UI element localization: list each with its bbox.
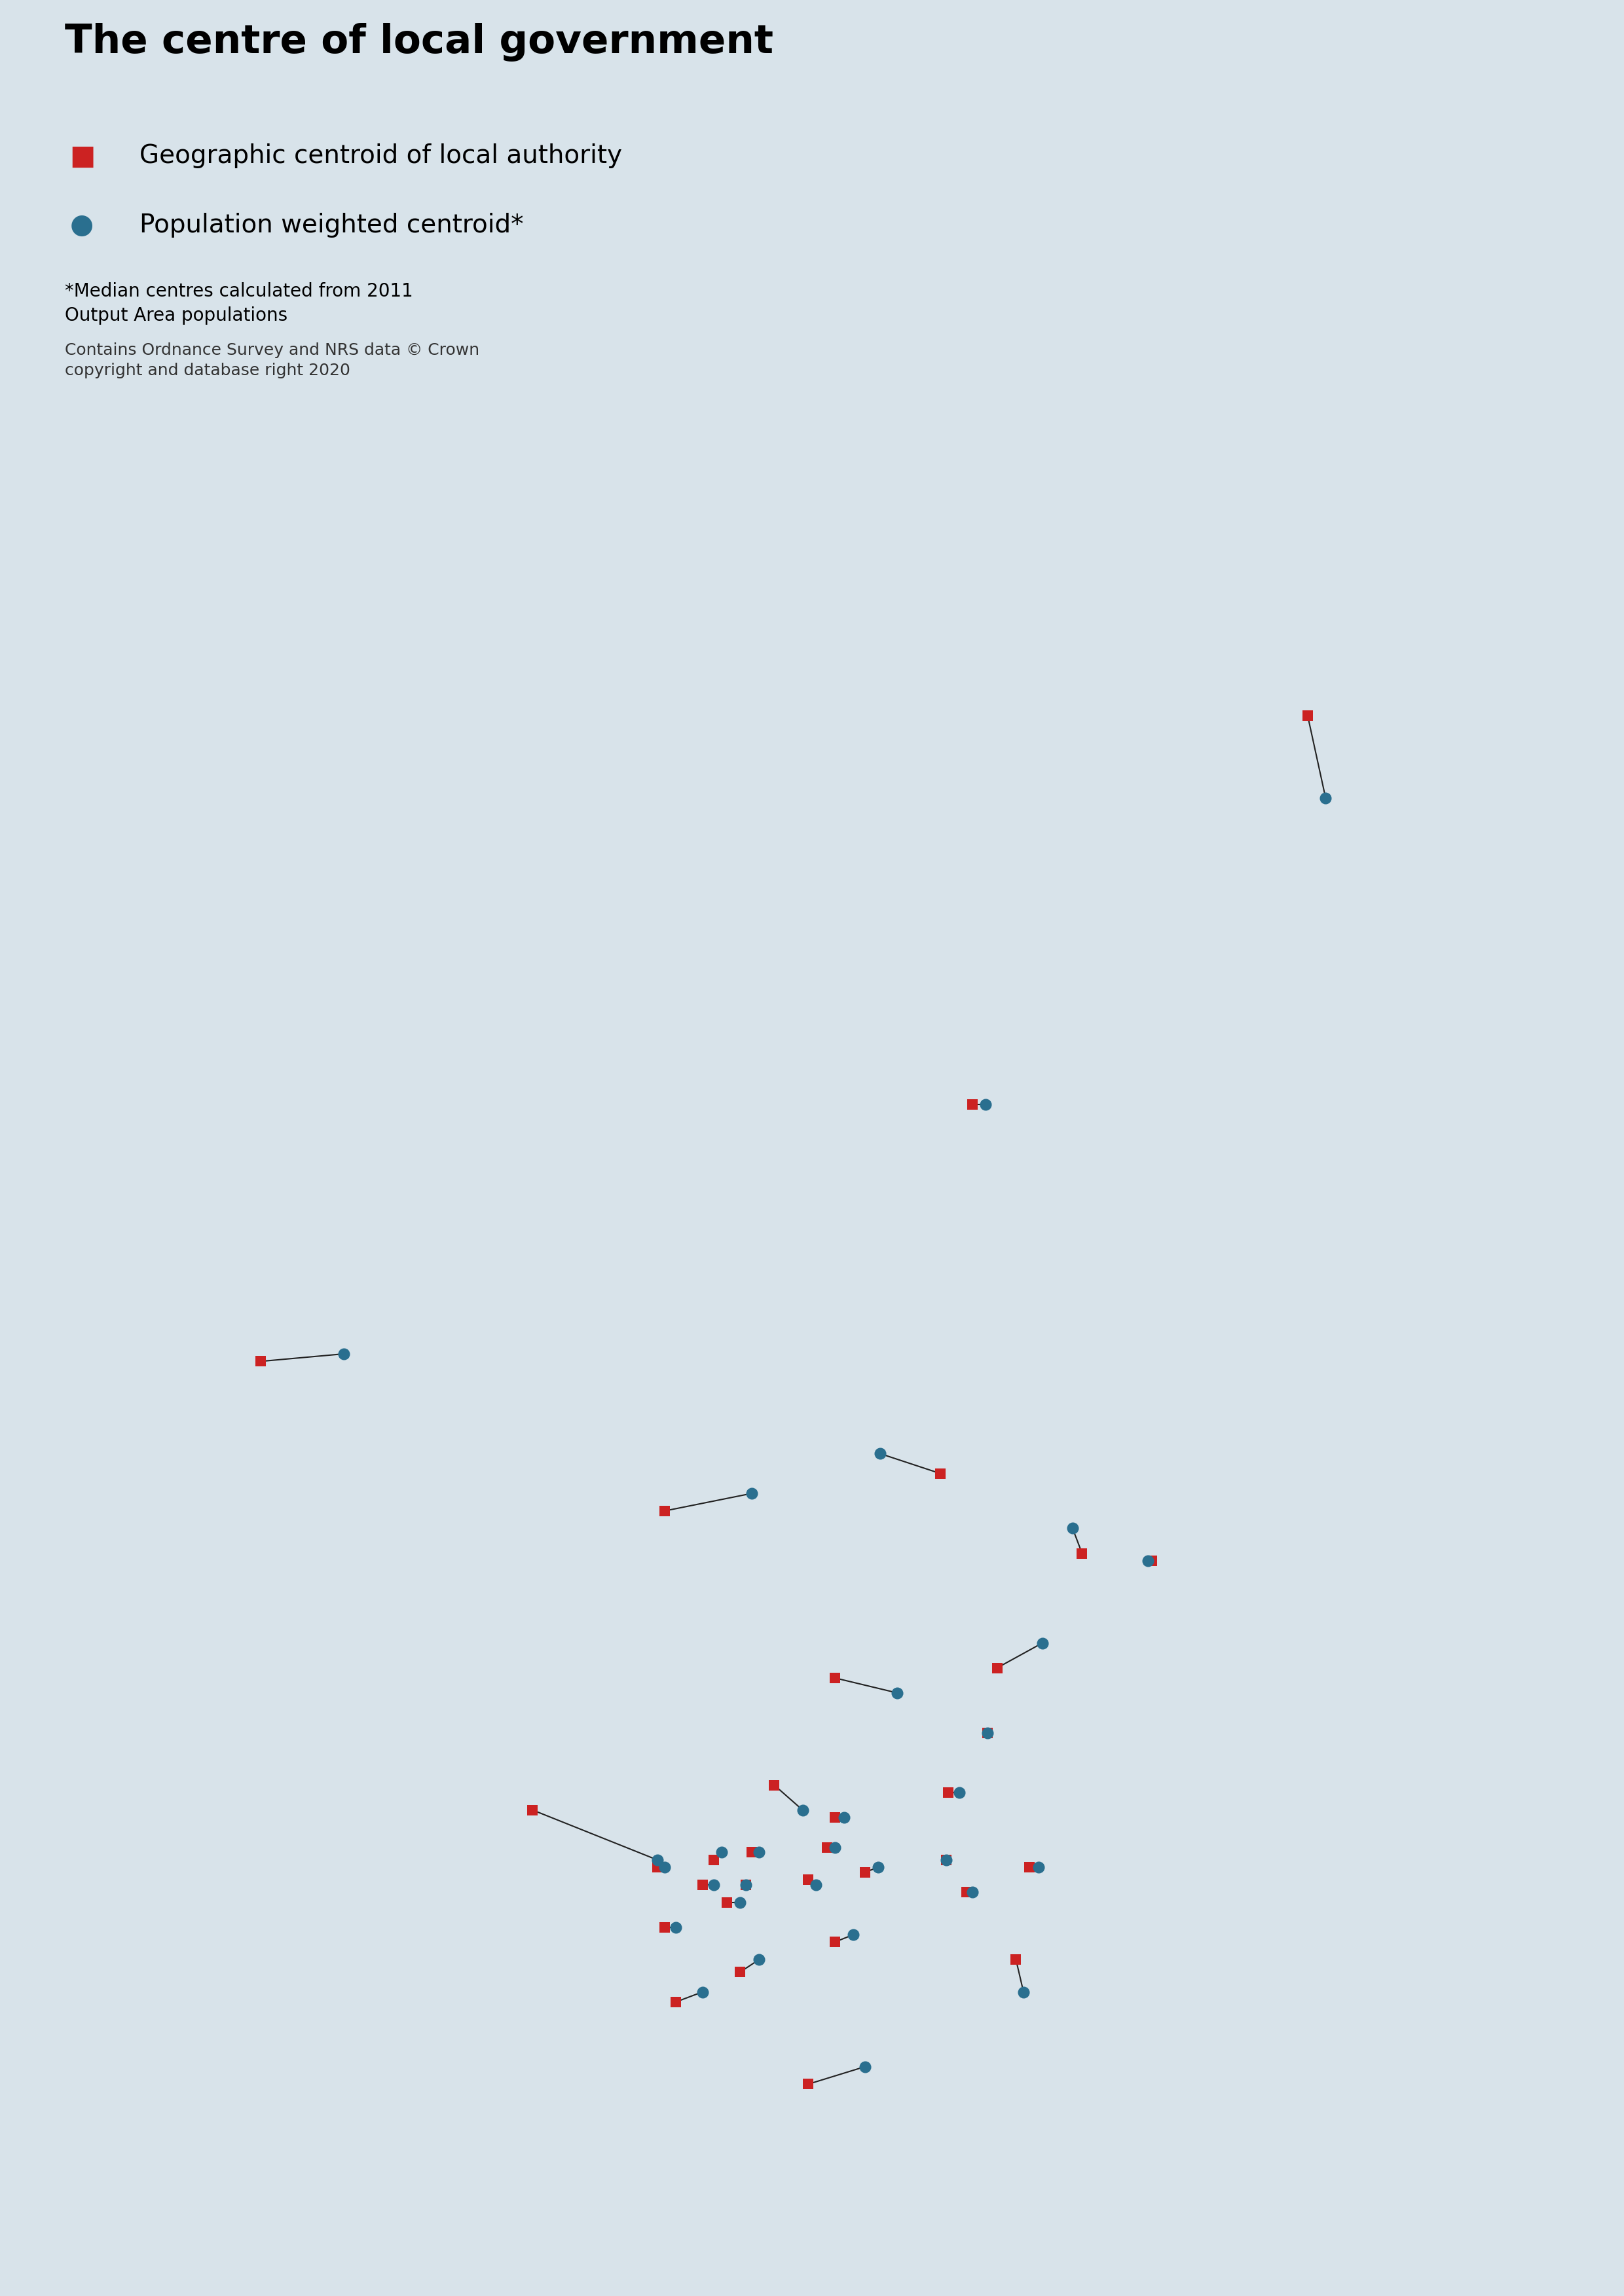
Text: Population weighted centroid*: Population weighted centroid*	[140, 214, 523, 236]
Text: The centre of local government: The centre of local government	[65, 23, 773, 62]
Text: ●: ●	[70, 211, 94, 239]
Text: ■: ■	[70, 142, 96, 170]
Text: Contains Ordnance Survey and NRS data © Crown
copyright and database right 2020: Contains Ordnance Survey and NRS data © …	[65, 342, 479, 379]
Text: *Median centres calculated from 2011
Output Area populations: *Median centres calculated from 2011 Out…	[65, 282, 412, 324]
Text: Geographic centroid of local authority: Geographic centroid of local authority	[140, 145, 622, 168]
